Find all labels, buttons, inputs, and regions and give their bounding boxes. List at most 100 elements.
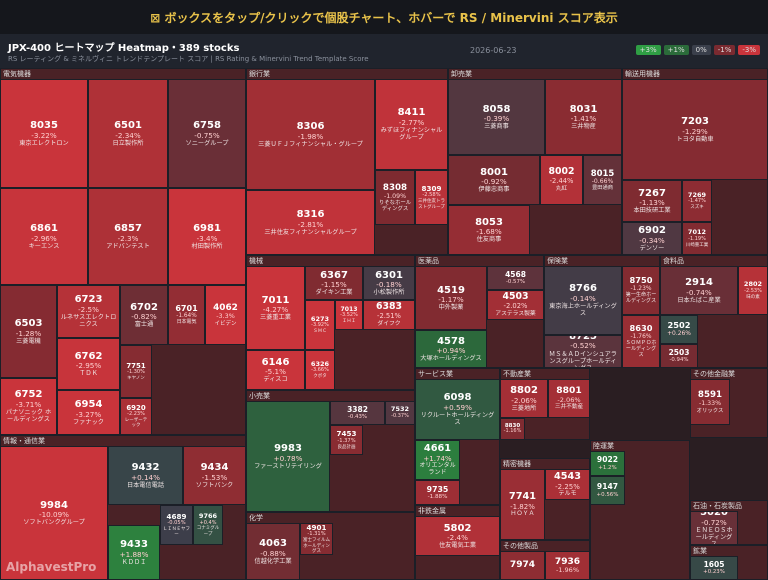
stock-tile[interactable]: 2502 +0.26% [660, 315, 698, 344]
stock-tile[interactable]: 4503 -2.02% アステラス製薬 [487, 290, 544, 320]
stock-tile[interactable]: 8316 -2.81% 三井住友フィナンシャルグループ [246, 190, 375, 255]
stock-tile[interactable]: 8306 -1.98% 三菱ＵＦＪフィナンシャル・グループ [246, 79, 375, 190]
stock-tile[interactable]: 9433 +1.88% ＫＤＤＩ [108, 525, 160, 580]
stock-tile[interactable]: 4661 +1.74% オリエンタルランド [415, 440, 460, 480]
stock-change: -1.17% [438, 295, 464, 305]
stock-name: トヨタ自動車 [676, 135, 714, 143]
stock-change: -3.92% [311, 322, 329, 329]
stock-code: 8309 [421, 184, 442, 194]
stock-tile[interactable]: 4689 -0.05% ＬＩＮＥヤフー [160, 505, 193, 545]
stock-code: 8411 [397, 107, 426, 119]
stock-tile[interactable]: 6326 -3.66% クボタ [305, 350, 335, 390]
stock-tile[interactable]: 6762 -2.95% ＴＤＫ [57, 338, 120, 390]
stock-tile[interactable]: 6098 +0.59% リクルートホールディングス [415, 379, 500, 440]
stock-tile[interactable]: 4578 +0.94% 大塚ホールディングス [415, 330, 487, 368]
stock-tile[interactable]: 8308 -1.09% りそなホールディングス [375, 170, 415, 225]
stock-tile[interactable]: 4519 -1.17% 中外製薬 [415, 266, 487, 330]
stock-tile[interactable]: 8002 -2.44% 丸紅 [540, 155, 583, 205]
stock-tile[interactable]: 7532 -0.37% [385, 401, 415, 425]
stock-code: 6752 [14, 389, 43, 401]
stock-name: ソニーグループ [185, 139, 229, 147]
stock-tile[interactable]: 7203 -1.29% トヨタ自動車 [622, 79, 768, 180]
stock-tile[interactable]: 4063 -0.88% 信越化学工業 [246, 523, 300, 580]
stock-tile[interactable]: 4901 -1.31% 富士フイルムホールディングス [300, 523, 333, 555]
stock-tile[interactable]: 8802 -2.06% 三菱地所 [500, 379, 548, 418]
stock-tile[interactable]: 6981 -3.4% 村田製作所 [168, 188, 246, 285]
stock-tile[interactable]: 3382 -0.43% [330, 401, 385, 425]
stock-tile[interactable]: 4062 -3.3% イビデン [205, 285, 246, 345]
stock-code: 7974 [509, 560, 536, 571]
stock-tile[interactable]: 7936 -1.96% [545, 551, 590, 580]
stock-tile[interactable]: 2914 -0.74% 日本たばこ産業 [660, 266, 738, 315]
stock-tile[interactable]: 6954 -3.27% ファナック [57, 390, 120, 435]
stock-tile[interactable]: 8830 -1.16% [500, 418, 525, 440]
stock-tile[interactable]: 9147 +0.56% [590, 476, 625, 505]
stock-code: 1605 [703, 559, 725, 569]
stock-tile[interactable]: 9432 +0.14% 日本電信電話 [108, 446, 183, 505]
stock-tile[interactable]: 8053 -1.68% 住友商事 [448, 205, 530, 255]
stock-tile[interactable]: 7974 [500, 551, 545, 580]
stock-tile[interactable]: 6146 -5.1% ディスコ [246, 350, 305, 390]
stock-tile[interactable]: 8035 -3.22% 東京エレクトロン [0, 79, 88, 188]
stock-tile[interactable]: 7012 -1.19% 川崎重工業 [682, 222, 712, 255]
stock-tile[interactable]: 8750 -1.23% 第一生命ホールディングス [622, 266, 660, 315]
stock-tile[interactable]: 6758 -0.75% ソニーグループ [168, 79, 246, 188]
stock-tile[interactable]: 8031 -1.41% 三井物産 [545, 79, 622, 155]
stock-tile[interactable]: 9766 +0.4% コナミグループ [193, 505, 223, 545]
stock-tile[interactable]: 6503 -1.28% 三菱電機 [0, 285, 57, 378]
stock-tile[interactable]: 5802 -2.4% 住友電気工業 [415, 516, 500, 556]
stock-tile[interactable]: 6301 -0.18% 小松製作所 [363, 266, 415, 300]
stock-tile[interactable]: 8725-0.52%ＭＳ＆ＡＤインシュアランスグループホールディングス [544, 335, 622, 368]
stock-tile[interactable]: 6702 -0.82% 富士通 [120, 285, 168, 345]
stock-tile[interactable]: 4568 -0.57% [487, 266, 544, 290]
stock-tile[interactable]: 7453 -1.37% 良品計画 [330, 425, 363, 455]
stock-tile[interactable]: 2802 -2.53% 味の素 [738, 266, 768, 315]
stock-tile[interactable]: 5020 -0.72% ＥＮＥＯＳホールディングス [690, 511, 738, 545]
stock-tile[interactable]: 8309 -2.58% 三井住友トラストグループ [415, 170, 448, 225]
stock-tile[interactable]: 6857 -2.3% アドバンテスト [88, 188, 168, 285]
stock-tile[interactable]: 7011 -4.27% 三菱重工業 [246, 266, 305, 350]
stock-tile[interactable]: 6501 -2.34% 日立製作所 [88, 79, 168, 188]
stock-tile[interactable]: 7741 -1.82% ＨＯＹＡ [500, 469, 545, 540]
stock-tile[interactable]: 4543 -2.25% テルモ [545, 469, 590, 500]
stock-tile[interactable]: 7267 -1.13% 本田技研工業 [622, 180, 682, 222]
stock-name: ダイフク [377, 320, 401, 327]
stock-tile[interactable]: 8001 -0.92% 伊藤忠商事 [448, 155, 540, 205]
stock-code: 7203 [681, 116, 709, 128]
stock-tile[interactable]: 8630 -1.76% ＳＯＭＰＯホールディングス [622, 315, 660, 368]
stock-code: 4063 [259, 538, 287, 550]
stock-tile[interactable]: 6752 -3.71% パナソニック ホールディングス [0, 378, 57, 435]
stock-tile[interactable]: 6920 -2.23% レーザーテック [120, 398, 152, 435]
stock-tile[interactable]: 8591 -1.33% オリックス [690, 379, 730, 425]
stock-tile[interactable]: 9022 +1.2% [590, 451, 625, 476]
stock-tile[interactable]: 9983 +0.78% ファーストリテイリング [246, 401, 330, 512]
stock-tile[interactable]: 6367 -1.15% ダイキン工業 [305, 266, 363, 300]
stock-change: -1.37% [337, 437, 356, 444]
stock-tile[interactable]: 8015 -0.66% 豊田通商 [583, 155, 622, 205]
stock-tile[interactable]: 6723 -2.5% ルネサスエレクトロニクス [57, 285, 120, 338]
stock-tile[interactable]: 6902 -0.34% デンソー [622, 222, 682, 255]
stock-change: -2.53% [744, 287, 762, 294]
stock-tile[interactable]: 7013 -3.52% ＩＨＩ [335, 300, 363, 330]
stock-tile[interactable]: 9984 -10.09% ソフトバンクグループ [0, 446, 108, 580]
stock-tile[interactable]: 7269 -1.47% スズキ [682, 180, 712, 222]
stock-tile[interactable]: 8058 -0.39% 三菱商事 [448, 79, 545, 155]
stock-tile[interactable]: 6273 -3.92% ＳＭＣ [305, 300, 335, 350]
stock-tile[interactable]: 8801 -2.06% 三井不動産 [548, 379, 590, 418]
stock-tile[interactable]: 6383 -2.51% ダイフク [363, 300, 415, 330]
stock-name: みずほフィナンシャルグループ [380, 127, 443, 142]
stock-change: -3.3% [216, 312, 235, 321]
stock-tile[interactable]: 8766 -0.14% 東京海上ホールディングス [544, 266, 622, 335]
stock-tile[interactable]: 9434 -1.53% ソフトバンク [183, 446, 246, 505]
stock-name: 富士通 [134, 321, 154, 329]
stock-tile[interactable]: 6701 -1.64% 日本電気 [168, 285, 205, 345]
stock-tile[interactable]: 8411 -2.77% みずほフィナンシャルグループ [375, 79, 448, 170]
stock-name: ルネサスエレクトロニクス [60, 314, 117, 329]
stock-tile[interactable]: 9735 -1.88% [415, 480, 460, 505]
stock-tile[interactable]: 6861 -2.96% キーエンス [0, 188, 88, 285]
stock-code: 5802 [443, 522, 472, 534]
stock-tile[interactable]: 1605 +0.23% [690, 556, 738, 580]
stock-change: -2.23% [127, 411, 145, 418]
stock-tile[interactable]: 7751 -1.30% キヤノン [120, 345, 152, 398]
stock-tile[interactable]: 2503 -0.94% [660, 344, 698, 368]
